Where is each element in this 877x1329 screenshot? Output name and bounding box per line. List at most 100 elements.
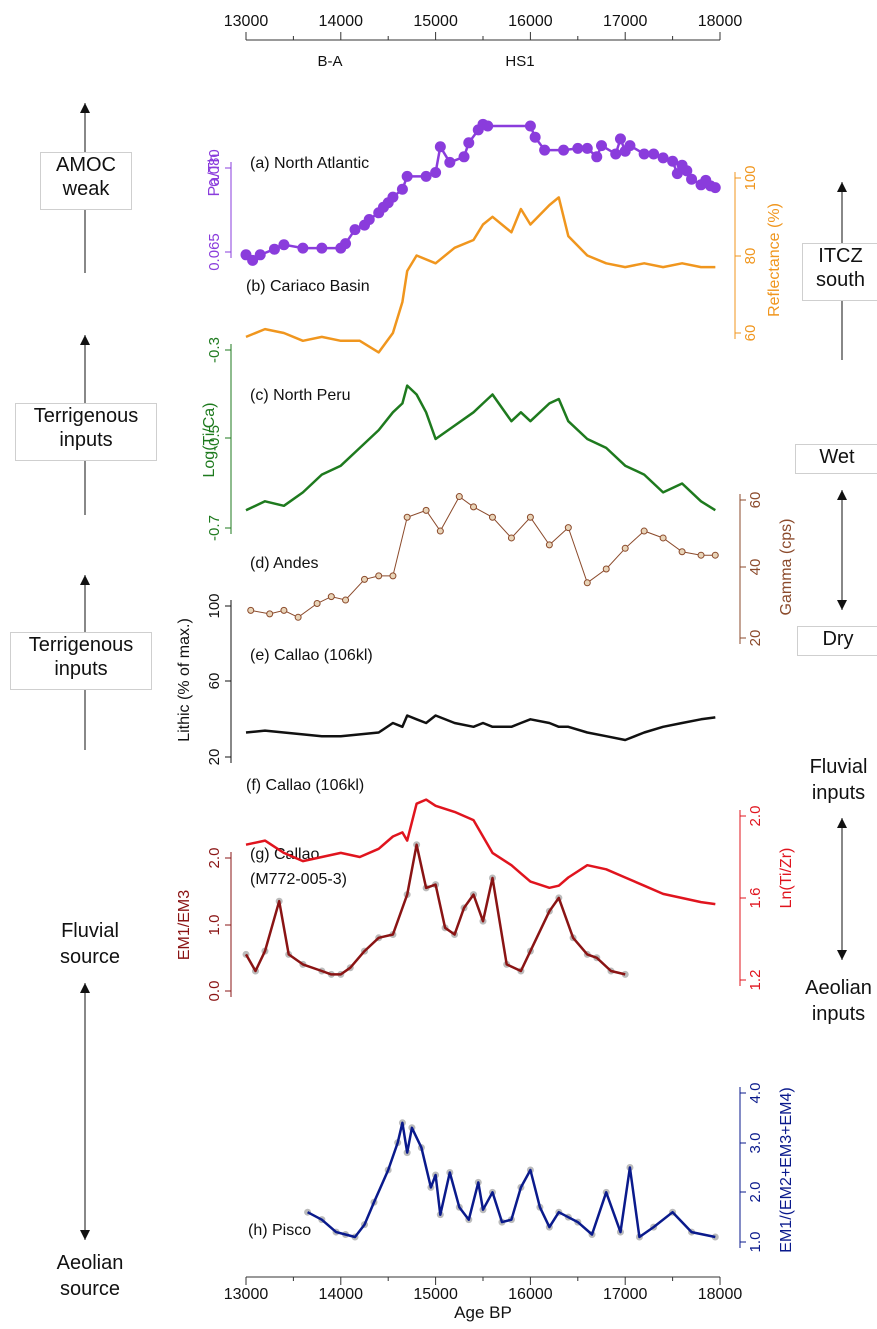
aeolian-inputs-line2: inputs: [811, 1003, 866, 1025]
data-point-d: [327, 593, 335, 601]
data-point-d: [294, 613, 302, 621]
amoc-label-line1: AMOC: [56, 154, 116, 176]
fluvial-aeolian-arrow-head-down: [837, 950, 847, 960]
smooth-series-b: [245, 196, 716, 354]
terrig1-line1: Terrigenous: [33, 405, 139, 427]
data-point-a: [316, 242, 328, 254]
data-point-d: [507, 534, 515, 542]
data-point-a: [591, 151, 603, 163]
panel-label-b: (b) Cariaco Basin: [246, 278, 370, 295]
data-point-d: [280, 606, 288, 614]
data-point-d: [678, 548, 686, 556]
dry-box: Dry: [797, 626, 877, 656]
data-point-a: [247, 254, 259, 266]
y-tick-label-g: 0.0: [206, 981, 223, 1002]
y-axis-label-g: EM1/EM3: [176, 890, 193, 960]
terrig2-line2: inputs: [54, 658, 108, 680]
data-point-a: [596, 140, 607, 152]
y-tick-label-f: 2.0: [747, 806, 764, 827]
panel-label-h: (h) Pisco: [248, 1222, 311, 1239]
data-point-d: [711, 551, 719, 559]
series-line-d: [250, 495, 716, 618]
raw-series-b: [245, 196, 716, 354]
data-point-d: [564, 524, 572, 532]
data-point-a: [572, 142, 584, 154]
terrigenous-inputs-box-2: Terrigenous inputs: [10, 632, 152, 690]
dry-label: Dry: [822, 628, 854, 650]
source-arrow-head-up: [80, 983, 90, 993]
fluvial-source-line2: source: [59, 946, 121, 968]
y-tick-label-g: 1.0: [206, 915, 223, 936]
bottom-x-tick-label: 15000: [413, 1286, 458, 1303]
series-line-a: [245, 122, 716, 262]
smooth-series-c: [245, 384, 716, 512]
data-point-d: [313, 600, 321, 607]
data-point-a: [278, 239, 290, 251]
itcz-south-box: ITCZ south: [802, 243, 877, 301]
y-tick-label-b: 100: [742, 165, 759, 190]
axes-layer: 13000 14000 15000 16000 17000 18000 13000 14000…: [80, 13, 847, 1322]
bottom-x-tick-label: 16000: [508, 1286, 553, 1303]
data-point-a: [401, 170, 413, 182]
panel-label2-g: (M772-005-3): [250, 871, 347, 888]
fluvial-source-label: Fluvial source: [40, 918, 140, 970]
panel-label-f: (f) Callao (106kl): [246, 777, 364, 794]
data-point-a: [667, 155, 679, 167]
panel-label-c: (c) North Peru: [250, 387, 350, 404]
top-x-tick-label: 14000: [319, 13, 364, 30]
y-tick-label-f: 1.2: [747, 970, 764, 991]
x-axis-label: Age BP: [454, 1303, 512, 1322]
fluvial-inputs-line2: inputs: [811, 782, 866, 804]
terrig2-line1: Terrigenous: [28, 634, 134, 656]
y-tick-label-c: -0.5: [206, 425, 223, 451]
y-tick-label-c: -0.3: [206, 337, 223, 363]
smooth-series-f: [245, 798, 716, 906]
itcz-arrow-up-head-up: [837, 182, 847, 192]
terrig1-line2: inputs: [59, 429, 113, 451]
data-point-a: [349, 224, 361, 236]
fluvial-inputs-label: Fluvial inputs: [800, 754, 877, 806]
data-point-a: [558, 144, 570, 156]
y-tick-label-c: -0.7: [206, 515, 223, 541]
bottom-x-tick-label: 14000: [319, 1286, 364, 1303]
source-arrow-head-down: [80, 1230, 90, 1240]
data-point-d: [488, 513, 496, 521]
y-tick-label-f: 1.6: [747, 888, 764, 909]
data-point-d: [602, 565, 610, 573]
wet-label: Wet: [819, 446, 855, 468]
y-tick-label-d: 20: [747, 630, 764, 647]
data-point-d: [422, 506, 430, 514]
data-point-d: [455, 493, 463, 501]
data-point-a: [482, 120, 494, 132]
data-point-a: [420, 170, 432, 182]
y-axis-label-a: Pa/Th: [206, 154, 223, 197]
data-point-a: [396, 183, 408, 195]
data-point-a: [340, 238, 352, 250]
data-point-a: [657, 152, 669, 164]
wet-dry-arrow-head-up: [837, 490, 847, 500]
y-tick-label-e: 60: [206, 673, 223, 690]
data-point-a: [524, 120, 536, 132]
y-tick-label-b: 60: [742, 325, 759, 342]
top-x-tick-label: 13000: [224, 13, 269, 30]
wet-dry-arrow-head-down: [837, 600, 847, 610]
data-point-a: [387, 191, 399, 203]
fluvial-aeolian-arrow-head-up: [837, 818, 847, 828]
y-tick-label-b: 80: [742, 248, 759, 265]
data-point-d: [697, 551, 705, 559]
data-point-a: [363, 214, 375, 226]
y-tick-label-e: 20: [206, 749, 223, 766]
data-point-a: [434, 141, 446, 153]
data-point-d: [436, 527, 444, 535]
y-axis-label-f: Ln(Ti/Zr): [778, 848, 795, 909]
bottom-x-tick-label: 18000: [698, 1286, 743, 1303]
amoc-weak-box: AMOC weak: [40, 152, 132, 210]
data-point-a: [529, 131, 541, 143]
y-tick-label-a: 0.080: [206, 149, 223, 187]
y-tick-label-a: 0.065: [206, 233, 223, 271]
fluvial-inputs-line1: Fluvial: [809, 756, 868, 778]
data-point-d: [470, 503, 478, 511]
aeolian-inputs-label: Aeolian inputs: [800, 975, 877, 1027]
itcz-line1: ITCZ: [818, 245, 863, 267]
